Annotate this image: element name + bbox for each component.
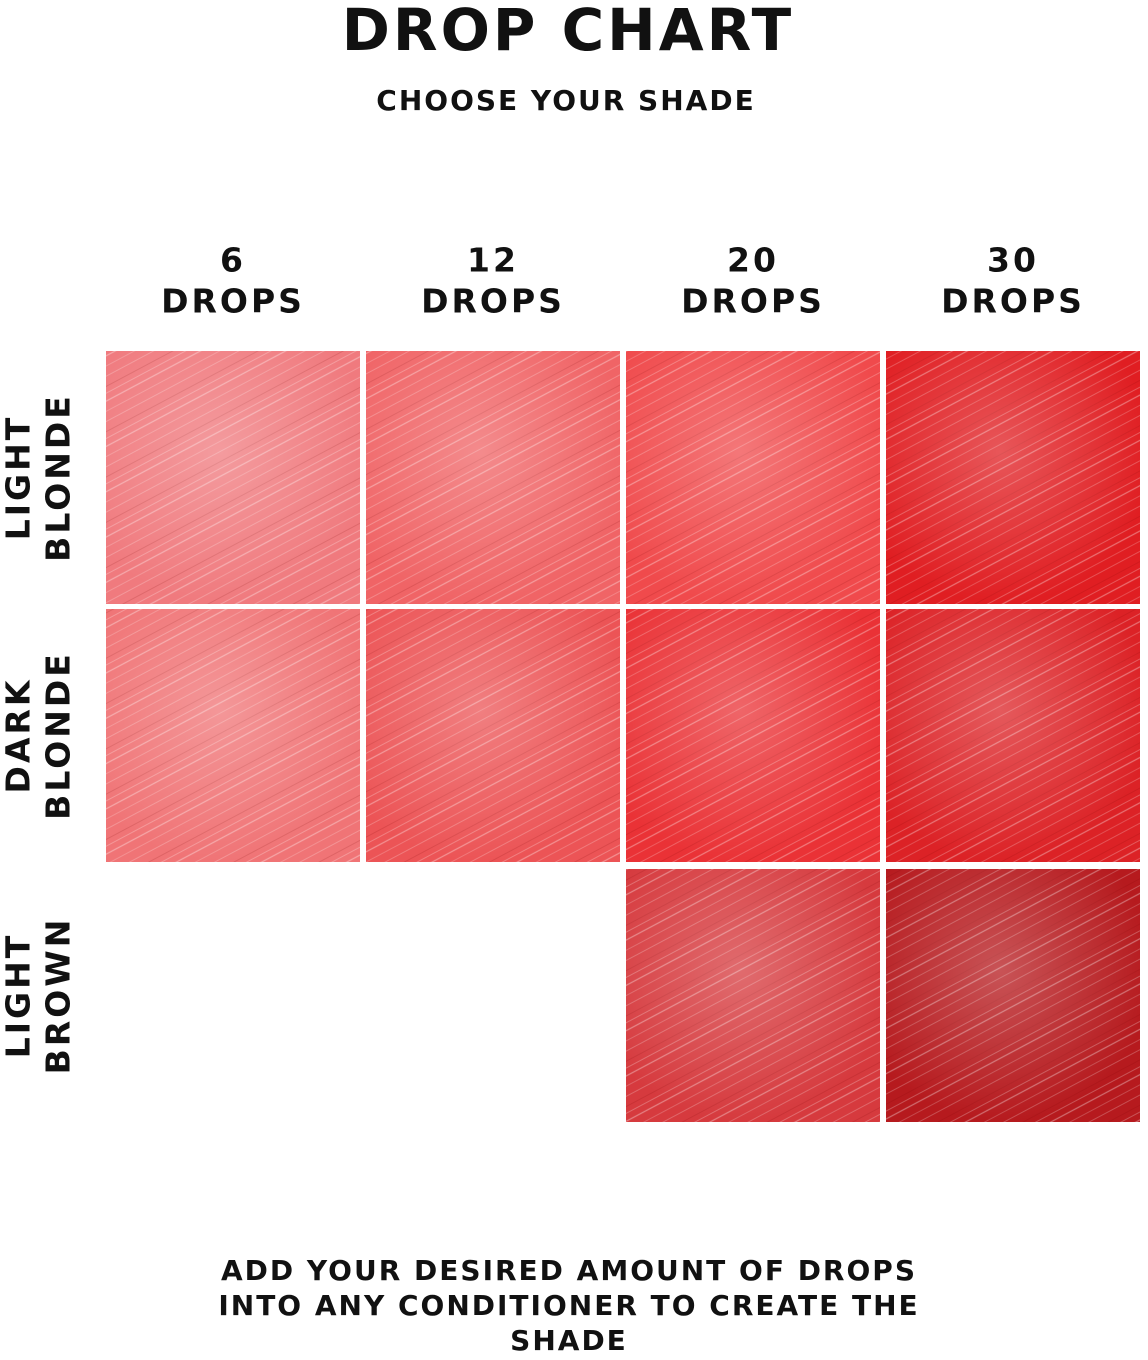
column-unit: DROPS [941,282,1085,321]
title: DROP CHART [342,0,794,64]
swatch-shine [366,609,620,862]
swatch-shine [886,609,1140,862]
swatch-shine [626,351,880,604]
column-count: 12 [467,241,519,280]
swatch-shine [886,351,1140,604]
row-label: LIGHT [0,415,38,541]
footer-line: INTO ANY CONDITIONER TO CREATE THE [218,1289,919,1322]
column-unit: DROPS [161,282,305,321]
subtitle: CHOOSE YOUR SHADE [376,84,755,117]
row-label: LIGHT [0,933,38,1059]
swatch-shine [106,351,360,604]
swatch-shine [886,869,1140,1122]
swatch-shine [626,869,880,1122]
swatch-shine [106,609,360,862]
column-unit: DROPS [421,282,565,321]
swatch-shine [626,609,880,862]
column-unit: DROPS [681,282,825,321]
footer-line: ADD YOUR DESIRED AMOUNT OF DROPS [221,1254,917,1287]
footer-line: SHADE [510,1324,628,1356]
column-count: 20 [727,241,779,280]
column-count: 30 [987,241,1039,280]
row-label: BLONDE [39,393,78,562]
swatch-shine [366,351,620,604]
column-count: 6 [220,241,246,280]
row-label: BLONDE [39,651,78,820]
row-label: BROWN [39,917,78,1075]
row-label: DARK [0,678,38,794]
